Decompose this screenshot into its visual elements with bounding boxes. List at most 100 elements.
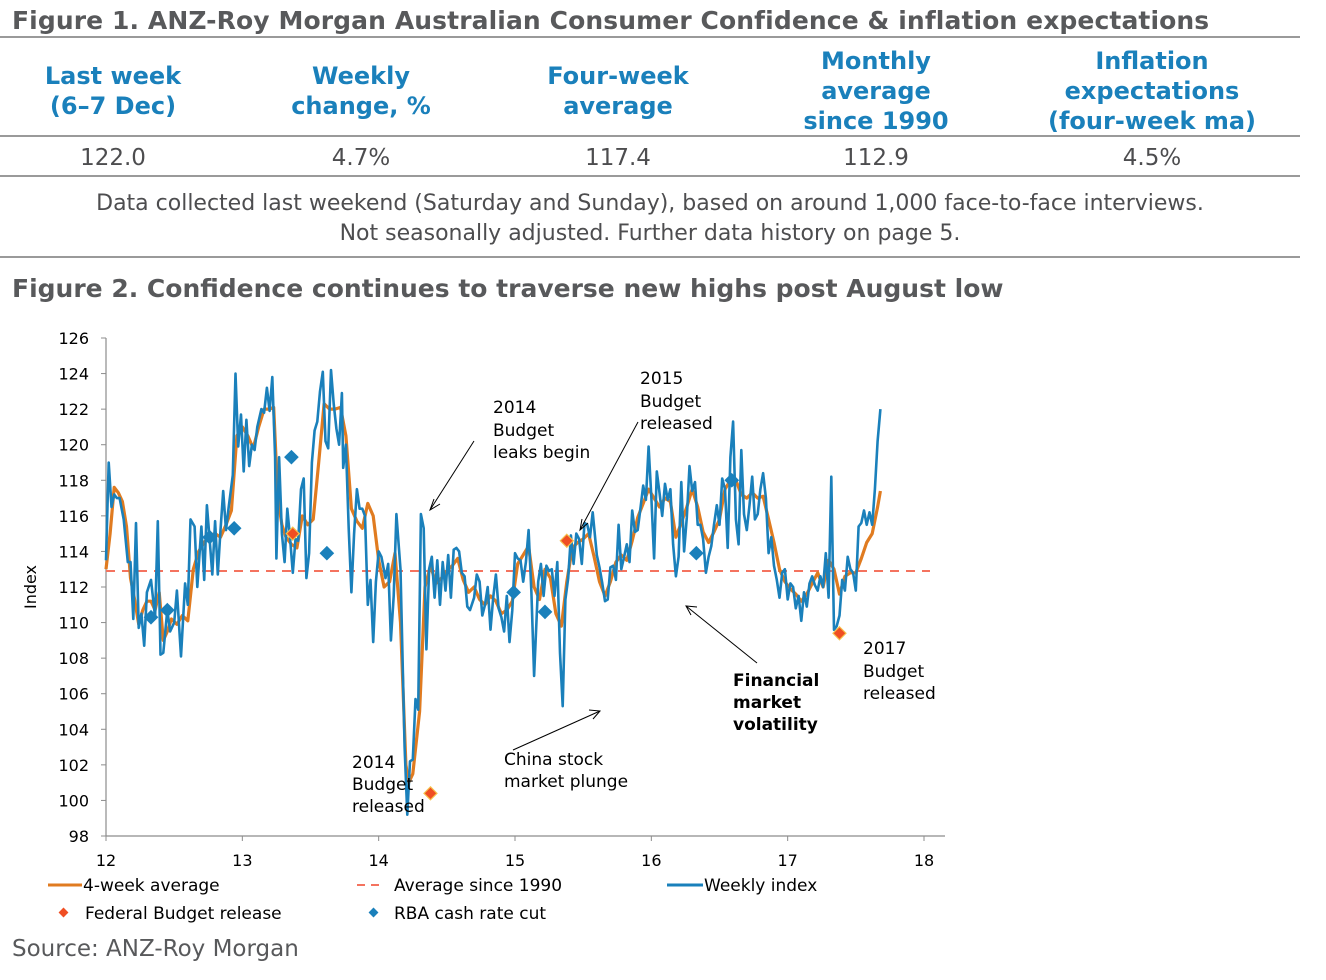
x-tick-label: 14 [368,851,388,870]
legend-item-4-week-average: 4-week average [48,876,220,896]
y-tick-label: 114 [58,542,89,561]
annotation-arrow-volatility [685,605,758,664]
legend-item-average-since-1990: Average since 1990 [357,876,562,896]
header-line: (6–7 Dec) [49,92,177,120]
header-line: (four-week ma) [1048,107,1256,135]
confidence-chart: 98 100 102 104 106 108 110 112 114 116 118 120 122 12… [21,329,945,924]
y-tick-label: 106 [58,685,89,704]
marker-rba-cash-rate-cut [319,545,335,561]
value-last-week: 122.0 [80,145,146,171]
table-bottom-rule [0,256,1300,258]
annotation-2014-leaks-line2: Budget [493,421,554,441]
marker-rba-cash-rate-cut [202,529,217,545]
y-tick-label: 120 [58,436,89,455]
legend-label: Federal Budget release [85,904,282,924]
x-tick-label: 12 [96,851,116,870]
table-value-rule [0,175,1300,177]
annotation-2017-line2: Budget [863,662,924,682]
annotation-2015-budget-line2: Budget [640,392,701,412]
x-tick-label: 13 [232,851,252,870]
y-tick-label: 104 [58,720,89,739]
table-note: Data collected last weekend (Saturday an… [0,189,1300,249]
source-note: Source: ANZ-Roy Morgan [12,936,299,962]
table-top-rule [0,36,1300,38]
y-tick-label: 108 [58,649,89,668]
marker-rba-cash-rate-cut [724,472,740,488]
marker-rba-cash-rate-cut [506,584,521,600]
y-tick-label: 102 [58,756,89,775]
header-line: average [821,77,931,105]
header-line: average [563,92,673,120]
legend-label: Weekly index [704,876,817,896]
annotation-arrow-2015 [579,421,639,531]
marker-federal-budget-release [423,785,438,801]
marker-rba-cash-rate-cut [160,602,175,618]
series-4-week-average [104,402,882,785]
marker-rba-cash-rate-cut [537,604,553,620]
chart-legend: 4-week average Average since 1990 Weekly… [48,876,817,924]
y-tick-label: 122 [58,400,89,419]
legend-item-weekly-index: Weekly index [667,876,817,896]
header-monthly-average: Monthly average since 1990 [766,46,986,136]
arrowhead [579,518,589,532]
header-line: Four-week [547,62,689,90]
table-header-rule [0,135,1300,137]
marker-rba-cash-rate-cut [688,545,704,561]
annotation-2014-leaks-line1: 2014 [493,398,536,418]
value-four-week-average: 117.4 [585,145,651,171]
chart-axes: 98 100 102 104 106 108 110 112 114 116 118 120 122 12… [21,329,945,870]
header-line: Monthly [821,47,931,75]
marker-rba-cash-rate-cut [143,609,159,625]
annotation-volatility-line3: volatility [733,715,818,735]
header-line: since 1990 [803,107,949,135]
annotation-volatility-line2: market [733,693,801,713]
y-tick-label: 112 [58,578,89,597]
header-line: Last week [44,62,182,90]
legend-label: 4-week average [83,876,220,896]
legend-label: RBA cash rate cut [394,904,546,924]
annotation-china-line2: market plunge [504,772,628,792]
arrowhead [588,709,602,720]
marker-federal-budget-release [832,625,847,641]
chart-annotations: 2014 Budget leaks begin 2015 Budget rele… [352,369,936,817]
legend-label: Average since 1990 [394,876,562,896]
arrowhead [429,498,441,512]
y-tick-label: 126 [58,329,89,348]
chart-plot-area [104,368,930,817]
header-line: expectations [1064,77,1240,105]
value-monthly-average: 112.9 [843,145,909,171]
annotation-2014-released-line3: released [352,797,425,817]
x-tick-label: 15 [505,851,525,870]
figure2-title: Figure 2. Confidence continues to traver… [12,274,1004,303]
y-tick-label: 116 [58,507,89,526]
arrowhead [685,605,698,616]
y-axis-label: Index [21,565,40,609]
y-tick-label: 100 [58,791,89,810]
annotation-2014-released-line2: Budget [352,775,413,795]
annotation-2017-line3: released [863,684,936,704]
y-tick-label: 124 [58,365,89,384]
annotation-arrow-leaks [429,440,475,511]
annotation-2015-budget-line1: 2015 [640,369,683,389]
header-four-week-average: Four-week average [508,46,728,136]
legend-item-federal-budget: Federal Budget release [58,904,282,924]
header-line: Weekly [311,62,410,90]
y-tick-label: 110 [58,614,89,633]
annotation-2017-line1: 2017 [863,639,906,659]
x-tick-label: 18 [914,851,934,870]
annotation-2014-leaks-line3: leaks begin [493,443,590,463]
y-tick-label: 118 [58,471,89,490]
header-inflation-expectations: Inflation expectations (four-week ma) [1030,46,1274,136]
legend-item-rba-cut: RBA cash rate cut [368,904,546,924]
x-tick-label: 17 [777,851,797,870]
marker-rba-cash-rate-cut [284,449,299,465]
annotation-2015-budget-line3: released [640,414,713,434]
marker-rba-cash-rate-cut [226,520,242,536]
header-last-week: Last week (6–7 Dec) [0,46,226,136]
annotation-china-line1: China stock [504,750,603,770]
header-line: change, % [291,92,431,120]
legend-swatch-diamond [368,907,379,918]
x-tick-label: 16 [641,851,661,870]
header-weekly-change: Weekly change, % [250,46,472,136]
series-weekly-index [104,368,882,817]
